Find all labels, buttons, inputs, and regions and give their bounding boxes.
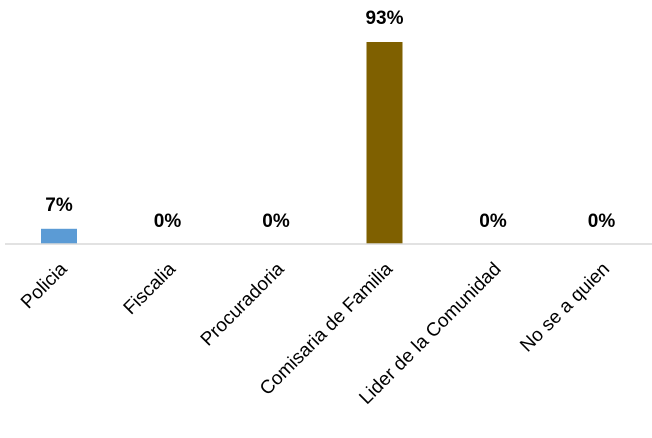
data-labels-layer: 7% 0% 0% 93% 0% 0% [45, 8, 615, 232]
data-label-3: 93% [365, 8, 403, 29]
bars-layer [41, 42, 403, 244]
data-label-2: 0% [262, 211, 290, 232]
data-label-5: 0% [588, 211, 616, 232]
tick-label-0: Policia [17, 258, 72, 313]
data-label-1: 0% [154, 211, 182, 232]
data-label-0: 7% [45, 195, 73, 216]
bar-3 [366, 42, 403, 244]
data-label-4: 0% [479, 211, 507, 232]
tick-label-5: No se a quien [516, 259, 614, 357]
tick-label-2: Procuradoria [197, 258, 289, 350]
bar-0 [41, 228, 77, 244]
tick-label-1: Fiscalia [120, 258, 181, 319]
